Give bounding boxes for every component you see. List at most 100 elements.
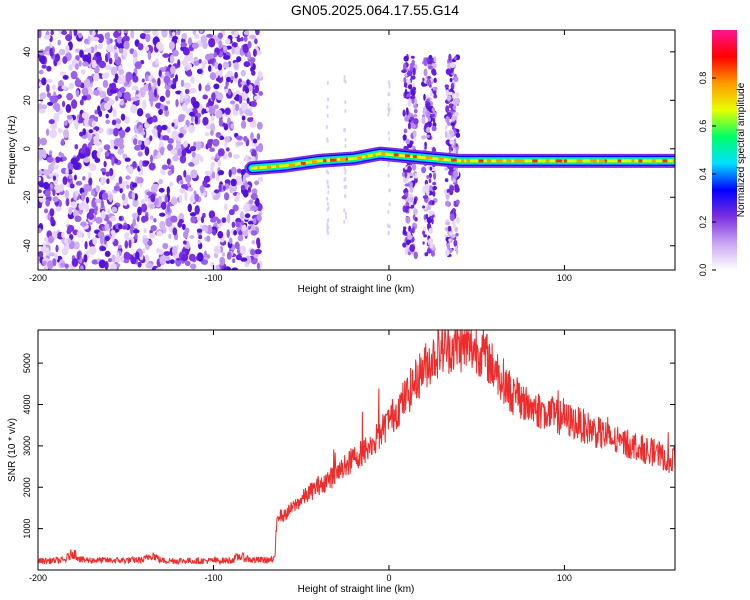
burst-blob xyxy=(423,227,427,231)
noise-blob xyxy=(206,33,214,38)
noise-blob xyxy=(224,136,231,143)
streak-blob xyxy=(344,176,347,181)
noise-blob xyxy=(93,73,100,82)
y-tick-label: 20 xyxy=(22,95,32,105)
noise-blob xyxy=(170,197,178,205)
y-tick-label: -40 xyxy=(22,239,32,252)
noise-blob xyxy=(213,83,220,90)
noise-blob xyxy=(116,251,120,262)
noise-blob xyxy=(152,115,158,123)
streak-blob xyxy=(387,112,390,117)
burst-blob xyxy=(407,165,412,174)
noise-blob xyxy=(74,215,82,222)
colorbar-tick-label: 0.0 xyxy=(698,264,708,277)
noise-blob xyxy=(40,55,46,65)
noise-blob xyxy=(239,211,245,220)
noise-blob xyxy=(124,240,129,249)
colorbar-tick-label: 0.6 xyxy=(698,120,708,133)
noise-blob xyxy=(145,74,150,82)
noise-blob xyxy=(94,198,102,204)
noise-blob xyxy=(79,265,84,270)
noise-blob xyxy=(234,103,240,112)
noise-blob xyxy=(82,54,90,63)
noise-blob xyxy=(131,182,138,188)
noise-blob xyxy=(181,184,187,189)
burst-blob xyxy=(404,115,410,122)
noise-blob xyxy=(205,53,211,61)
noise-blob xyxy=(124,232,130,241)
carrier-peak xyxy=(438,157,444,161)
noise-blob xyxy=(252,218,257,224)
burst-blob xyxy=(432,186,438,191)
noise-blob xyxy=(119,188,123,194)
noise-blob xyxy=(251,240,256,245)
noise-blob xyxy=(74,63,79,70)
burst-blob xyxy=(432,182,436,186)
burst-blob xyxy=(412,67,416,76)
noise-blob xyxy=(75,89,80,98)
spectrogram-panel: -200 -100 0 100 40 20 0 -20 -40 Height of straig… xyxy=(7,29,676,295)
noise-blob xyxy=(49,129,57,139)
noise-blob xyxy=(206,106,209,112)
noise-blob xyxy=(148,162,156,171)
noise-blob xyxy=(189,146,197,152)
streak-blob xyxy=(344,170,347,175)
noise-blob xyxy=(213,52,218,58)
burst-blob xyxy=(412,130,417,138)
noise-blob xyxy=(167,138,174,144)
noise-blob xyxy=(257,176,264,182)
carrier-peak xyxy=(563,159,567,163)
noise-blob xyxy=(67,238,72,245)
snr-axes: -200 -100 0 100 1000 2000 3000 4000 5000 xyxy=(22,330,675,583)
noise-blob xyxy=(184,260,191,266)
noise-blob xyxy=(95,216,103,224)
noise-blob xyxy=(58,48,66,56)
noise-blob xyxy=(166,203,171,213)
burst-blob xyxy=(425,189,430,196)
burst-blob xyxy=(428,58,433,65)
noise-blob xyxy=(138,124,143,133)
noise-blob xyxy=(194,115,199,125)
noise-blob xyxy=(247,117,254,123)
noise-blob xyxy=(81,192,85,202)
noise-blob xyxy=(224,179,231,184)
noise-blob xyxy=(97,33,104,44)
noise-blob xyxy=(155,267,163,270)
noise-blob xyxy=(76,251,81,260)
noise-blob xyxy=(240,37,244,42)
noise-blob xyxy=(199,104,204,109)
noise-blob xyxy=(182,102,188,112)
noise-blob xyxy=(91,150,99,160)
carrier-peak xyxy=(311,160,317,164)
noise-blob xyxy=(111,156,115,166)
noise-blob xyxy=(148,88,154,99)
noise-blob xyxy=(230,123,235,129)
streak-blob xyxy=(344,137,347,142)
noise-blob xyxy=(132,229,140,234)
noise-blob xyxy=(187,187,194,192)
noise-blob xyxy=(233,45,241,56)
noise-blob xyxy=(73,174,77,181)
noise-blob xyxy=(179,187,186,194)
noise-blob xyxy=(211,114,215,122)
burst-blob xyxy=(455,92,460,98)
burst-blob xyxy=(426,95,430,99)
noise-blob xyxy=(46,65,52,72)
noise-blob xyxy=(177,148,182,157)
burst-blob xyxy=(426,134,431,138)
noise-blob xyxy=(223,55,231,60)
burst-blob xyxy=(414,172,418,179)
noise-blob xyxy=(228,151,233,158)
noise-blob xyxy=(158,69,162,77)
burst-blob xyxy=(402,175,408,184)
noise-blob xyxy=(189,212,197,217)
noise-blob xyxy=(88,246,97,256)
carrier-peak xyxy=(357,156,362,160)
noise-blob xyxy=(151,128,158,135)
burst-blob xyxy=(422,230,426,236)
noise-blob xyxy=(134,144,142,151)
noise-blob xyxy=(250,100,257,107)
noise-blob xyxy=(256,262,260,270)
noise-blob xyxy=(190,76,195,84)
burst-blob xyxy=(449,77,453,83)
